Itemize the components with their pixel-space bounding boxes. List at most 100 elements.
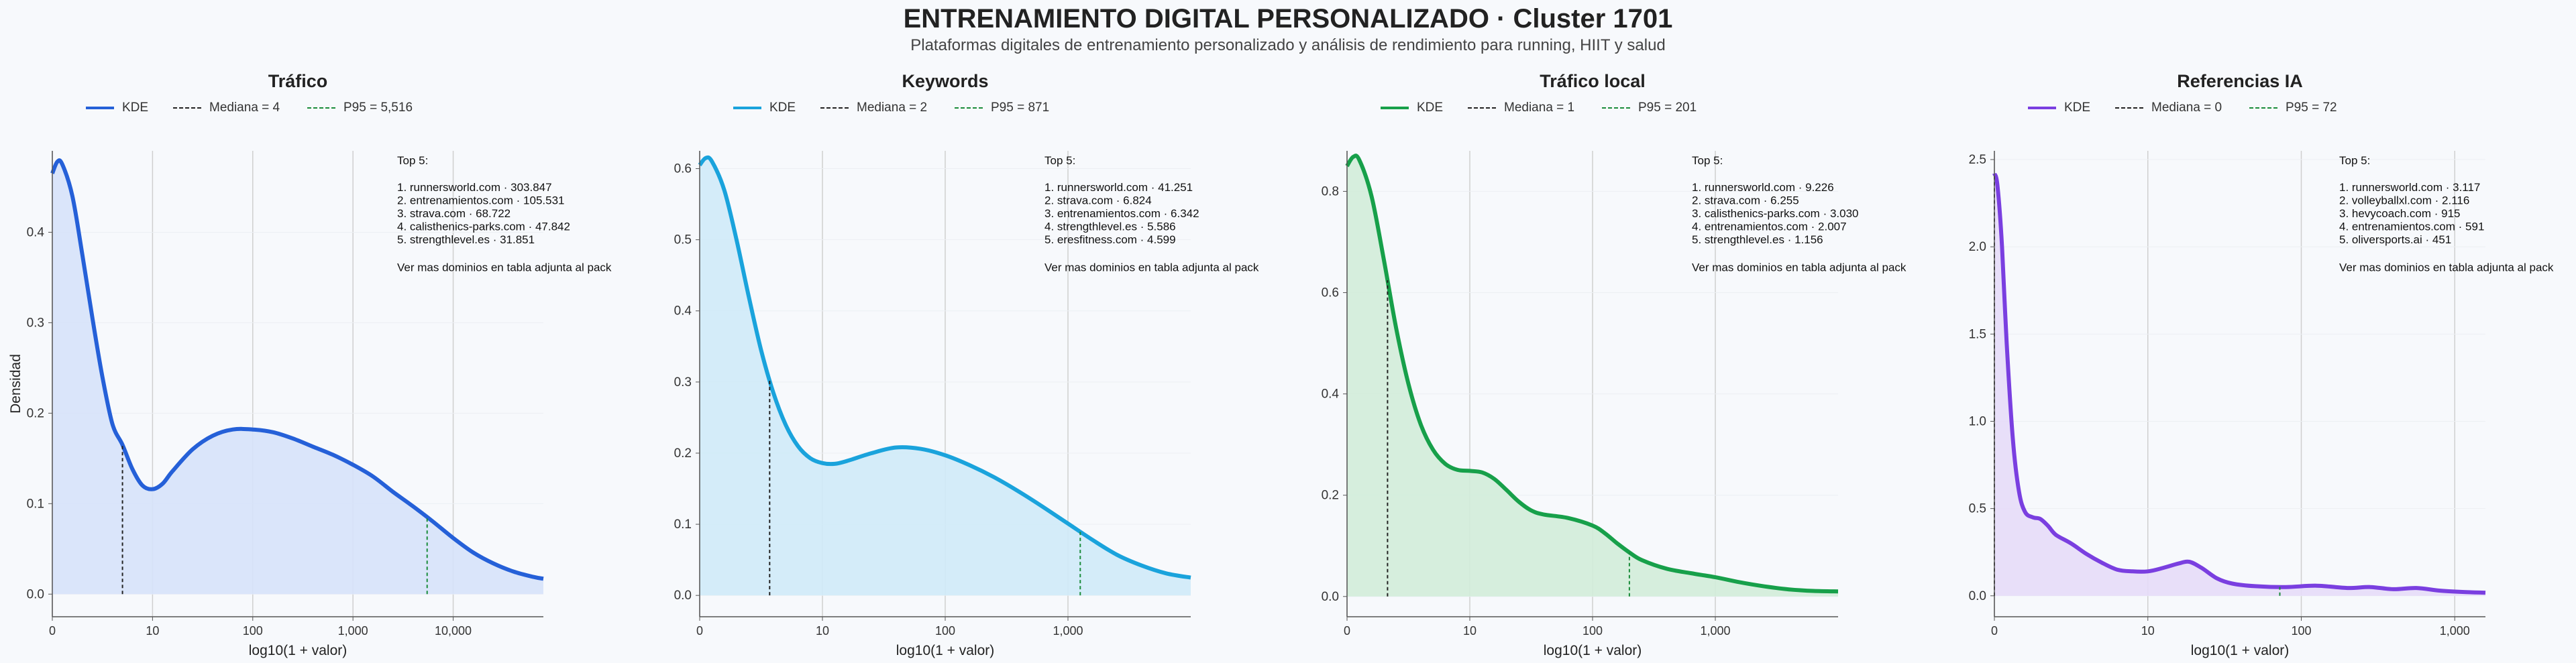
top5-item: 1. runnersworld.com · 303.847 <box>397 181 552 194</box>
y-tick-label: 0.5 <box>674 233 692 247</box>
chart-panel-1: Tráfico KDE Mediana = 4 P95 = 5,516 0 10 100 1,… <box>0 67 612 663</box>
y-tick-label: 0.6 <box>1322 286 1339 300</box>
y-tick-label: 0.1 <box>27 497 44 511</box>
kde-line <box>698 155 1191 580</box>
top5-item: 4. strengthlevel.es · 5.586 <box>1044 221 1176 233</box>
legend-item-median: Mediana = 1 <box>1468 101 1574 115</box>
top5-item: 3. calisthenics-parks.com · 3.030 <box>1692 207 1859 220</box>
legend-item-p95: P95 = 201 <box>1602 101 1697 115</box>
legend-label: P95 = 871 <box>991 101 1050 115</box>
legend-swatch <box>86 106 114 109</box>
top5-item: 5. oliversports.ai · 451 <box>2339 233 2451 246</box>
x-tick-label: 0 <box>1991 624 1998 638</box>
legend: KDE Mediana = 4 P95 = 5,516 <box>86 101 555 117</box>
legend-item-kde: KDE <box>733 101 796 115</box>
legend: KDE Mediana = 2 P95 = 871 <box>733 101 1203 117</box>
legend-item-kde: KDE <box>2028 101 2090 115</box>
top5-item: 4. calisthenics-parks.com · 47.842 <box>397 221 570 233</box>
page-subtitle: Plataformas digitales de entrenamiento p… <box>910 36 1666 54</box>
legend-label: KDE <box>1417 101 1444 115</box>
top5-item: 3. strava.com · 68.722 <box>397 207 511 220</box>
top5-item: 3. hevycoach.com · 915 <box>2339 207 2460 220</box>
top5-title: Top 5: <box>1044 154 1075 167</box>
x-tick-label: 0 <box>696 624 703 638</box>
y-tick-label: 0.1 <box>674 518 692 532</box>
legend-swatch <box>2115 107 2143 109</box>
legend-swatch <box>955 107 983 109</box>
legend: KDE Mediana = 0 P95 = 72 <box>2028 101 2498 117</box>
y-tick-label: 0.4 <box>674 304 692 318</box>
y-tick-label: 1.0 <box>1969 414 1986 428</box>
top5-item: 2. strava.com · 6.255 <box>1692 194 1799 207</box>
legend-label: KDE <box>769 101 796 115</box>
legend-label: KDE <box>2064 101 2091 115</box>
y-tick-label: 0.0 <box>674 589 692 603</box>
x-axis-label: log10(1 + valor) <box>1544 643 1642 658</box>
x-tick-label: 10 <box>1463 624 1477 638</box>
legend-item-median: Mediana = 0 <box>2115 101 2222 115</box>
y-tick-label: 0.2 <box>1322 489 1339 503</box>
legend-swatch <box>307 107 335 109</box>
kde-plot: 0 10 100 1,000 10,000 0.0 0.1 0.2 0.3 0.4 log10(1 … <box>8 151 612 658</box>
chart-title: Referencias IA <box>2177 71 2303 91</box>
x-tick-label: 100 <box>935 624 955 638</box>
x-axis-label: log10(1 + valor) <box>2191 643 2290 658</box>
legend-item-kde: KDE <box>86 101 148 115</box>
x-tick-label: 1,000 <box>338 624 368 638</box>
x-tick-label: 1,000 <box>2440 624 2470 638</box>
kde-area <box>1347 157 1838 597</box>
top5-item: 1. runnersworld.com · 41.251 <box>1044 181 1193 194</box>
y-tick-label: 2.0 <box>1969 240 1986 254</box>
x-tick-label: 1,000 <box>1700 624 1730 638</box>
legend-label: Mediana = 4 <box>209 101 280 115</box>
kde-line <box>1992 172 2486 595</box>
x-tick-label: 1,000 <box>1053 624 1083 638</box>
legend-item-p95: P95 = 871 <box>955 101 1049 115</box>
legend-label: KDE <box>122 101 149 115</box>
x-tick-label: 0 <box>49 624 56 638</box>
top5-item: 2. entrenamientos.com · 105.531 <box>397 194 564 207</box>
chart-title: Tráfico <box>268 71 328 91</box>
chart-title: Tráfico local <box>1540 71 1646 91</box>
kde-area <box>52 162 543 595</box>
legend-item-p95: P95 = 5,516 <box>307 101 413 115</box>
x-tick-label: 0 <box>1344 624 1350 638</box>
legend-label: Mediana = 1 <box>1504 101 1575 115</box>
page-title: ENTRENAMIENTO DIGITAL PERSONALIZADO · Cl… <box>903 4 1673 34</box>
x-tick-label: 100 <box>2291 624 2311 638</box>
top5-note: Ver mas dominios en tabla adjunta al pac… <box>2339 261 2554 274</box>
kde-line <box>50 158 544 581</box>
x-axis-label: log10(1 + valor) <box>896 643 995 658</box>
y-axis-label: Densidad <box>8 354 23 414</box>
legend-swatch <box>2028 106 2056 109</box>
kde-plot: 0 10 100 1,000 0.0 0.1 0.2 0.3 0.4 0.5 0.6 log10(1 … <box>674 151 1259 658</box>
top5-note: Ver mas dominios en tabla adjunta al pac… <box>397 261 612 274</box>
top5-title: Top 5: <box>397 154 428 167</box>
kde-area <box>700 158 1191 596</box>
kde-line <box>1345 154 1839 594</box>
legend-item-kde: KDE <box>1381 101 1443 115</box>
x-tick-label: 10 <box>146 624 159 638</box>
top5-item: 5. strengthlevel.es · 1.156 <box>1692 233 1823 246</box>
y-tick-label: 1.5 <box>1969 327 1986 341</box>
y-tick-label: 0.5 <box>1969 502 1986 516</box>
top5-item: 1. runnersworld.com · 3.117 <box>2339 181 2480 194</box>
kde-plot: 0 10 100 1,000 0.0 0.5 1.0 1.5 2.0 2.5 log10(1 + v… <box>1969 151 2554 658</box>
top5-title: Top 5: <box>1692 154 1723 167</box>
legend-swatch <box>1468 107 1496 109</box>
top5-item: 5. strengthlevel.es · 31.851 <box>397 233 535 246</box>
chart-panel-2: Keywords KDE Mediana = 2 P95 = 871 0 10 100 1,0… <box>647 67 1259 663</box>
y-tick-label: 0.4 <box>27 225 45 239</box>
y-tick-label: 0.8 <box>1322 184 1339 198</box>
y-tick-label: 0.0 <box>27 587 44 601</box>
legend-swatch <box>173 107 201 109</box>
top5-note: Ver mas dominios en tabla adjunta al pac… <box>1044 261 1259 274</box>
y-tick-label: 0.0 <box>1969 589 1986 603</box>
x-tick-label: 10,000 <box>435 624 472 638</box>
legend-label: P95 = 5,516 <box>343 101 413 115</box>
top5-item: 4. entrenamientos.com · 2.007 <box>1692 221 1847 233</box>
legend-label: P95 = 201 <box>1638 101 1697 115</box>
chart-title: Keywords <box>902 71 989 91</box>
legend: KDE Mediana = 1 P95 = 201 <box>1381 101 1850 117</box>
legend-label: P95 = 72 <box>2286 101 2337 115</box>
